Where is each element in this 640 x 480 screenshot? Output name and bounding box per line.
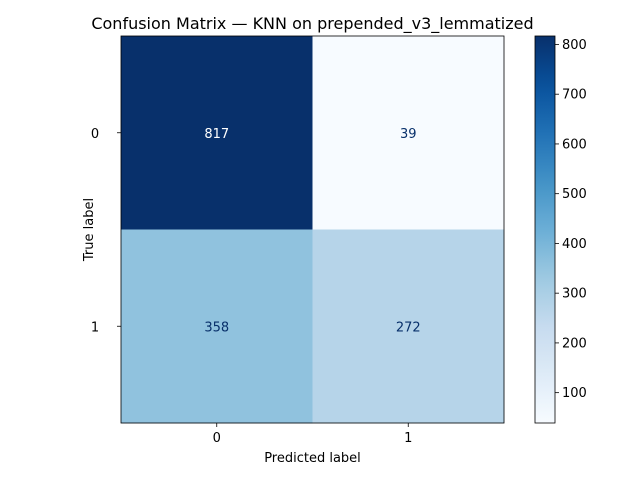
colorbar-tick-label: 300 [562, 287, 587, 302]
heatmap-cell [121, 229, 313, 424]
colorbar-tick-label: 400 [562, 237, 587, 252]
cell-value-label: 817 [204, 127, 229, 142]
cell-value-label: 272 [396, 320, 421, 335]
plot-frame [120, 35, 505, 424]
colorbar-tick-label: 200 [562, 336, 587, 351]
chart-title: Confusion Matrix — KNN on prepended_v3_l… [91, 14, 533, 34]
y-axis: 01 [91, 127, 121, 335]
heatmap-cell [121, 36, 313, 230]
colorbar-tick-label: 600 [562, 137, 587, 152]
x-axis-label: Predicted label [264, 451, 361, 466]
colorbar-frame [534, 35, 556, 424]
colorbar-tick-label: 100 [562, 386, 587, 401]
colorbar-tick-label: 700 [562, 88, 587, 103]
heatmap-cells: 817 39 358 272 [121, 36, 505, 424]
heatmap-cell [312, 229, 505, 424]
colorbar-gradient [535, 36, 555, 423]
cell-value-label: 39 [400, 127, 417, 142]
cell-value-label: 358 [204, 320, 229, 335]
colorbar-tick-label: 800 [562, 38, 587, 53]
colorbar: 100 200 300 400 500 600 700 800 [534, 35, 587, 424]
y-axis-label: True label [82, 198, 97, 262]
x-tick-label: 1 [404, 431, 412, 446]
y-tick-label: 1 [91, 320, 99, 335]
y-tick-label: 0 [91, 127, 99, 142]
x-tick-label: 0 [213, 431, 221, 446]
colorbar-tick-label: 500 [562, 187, 587, 202]
heatmap-cell [312, 36, 505, 230]
